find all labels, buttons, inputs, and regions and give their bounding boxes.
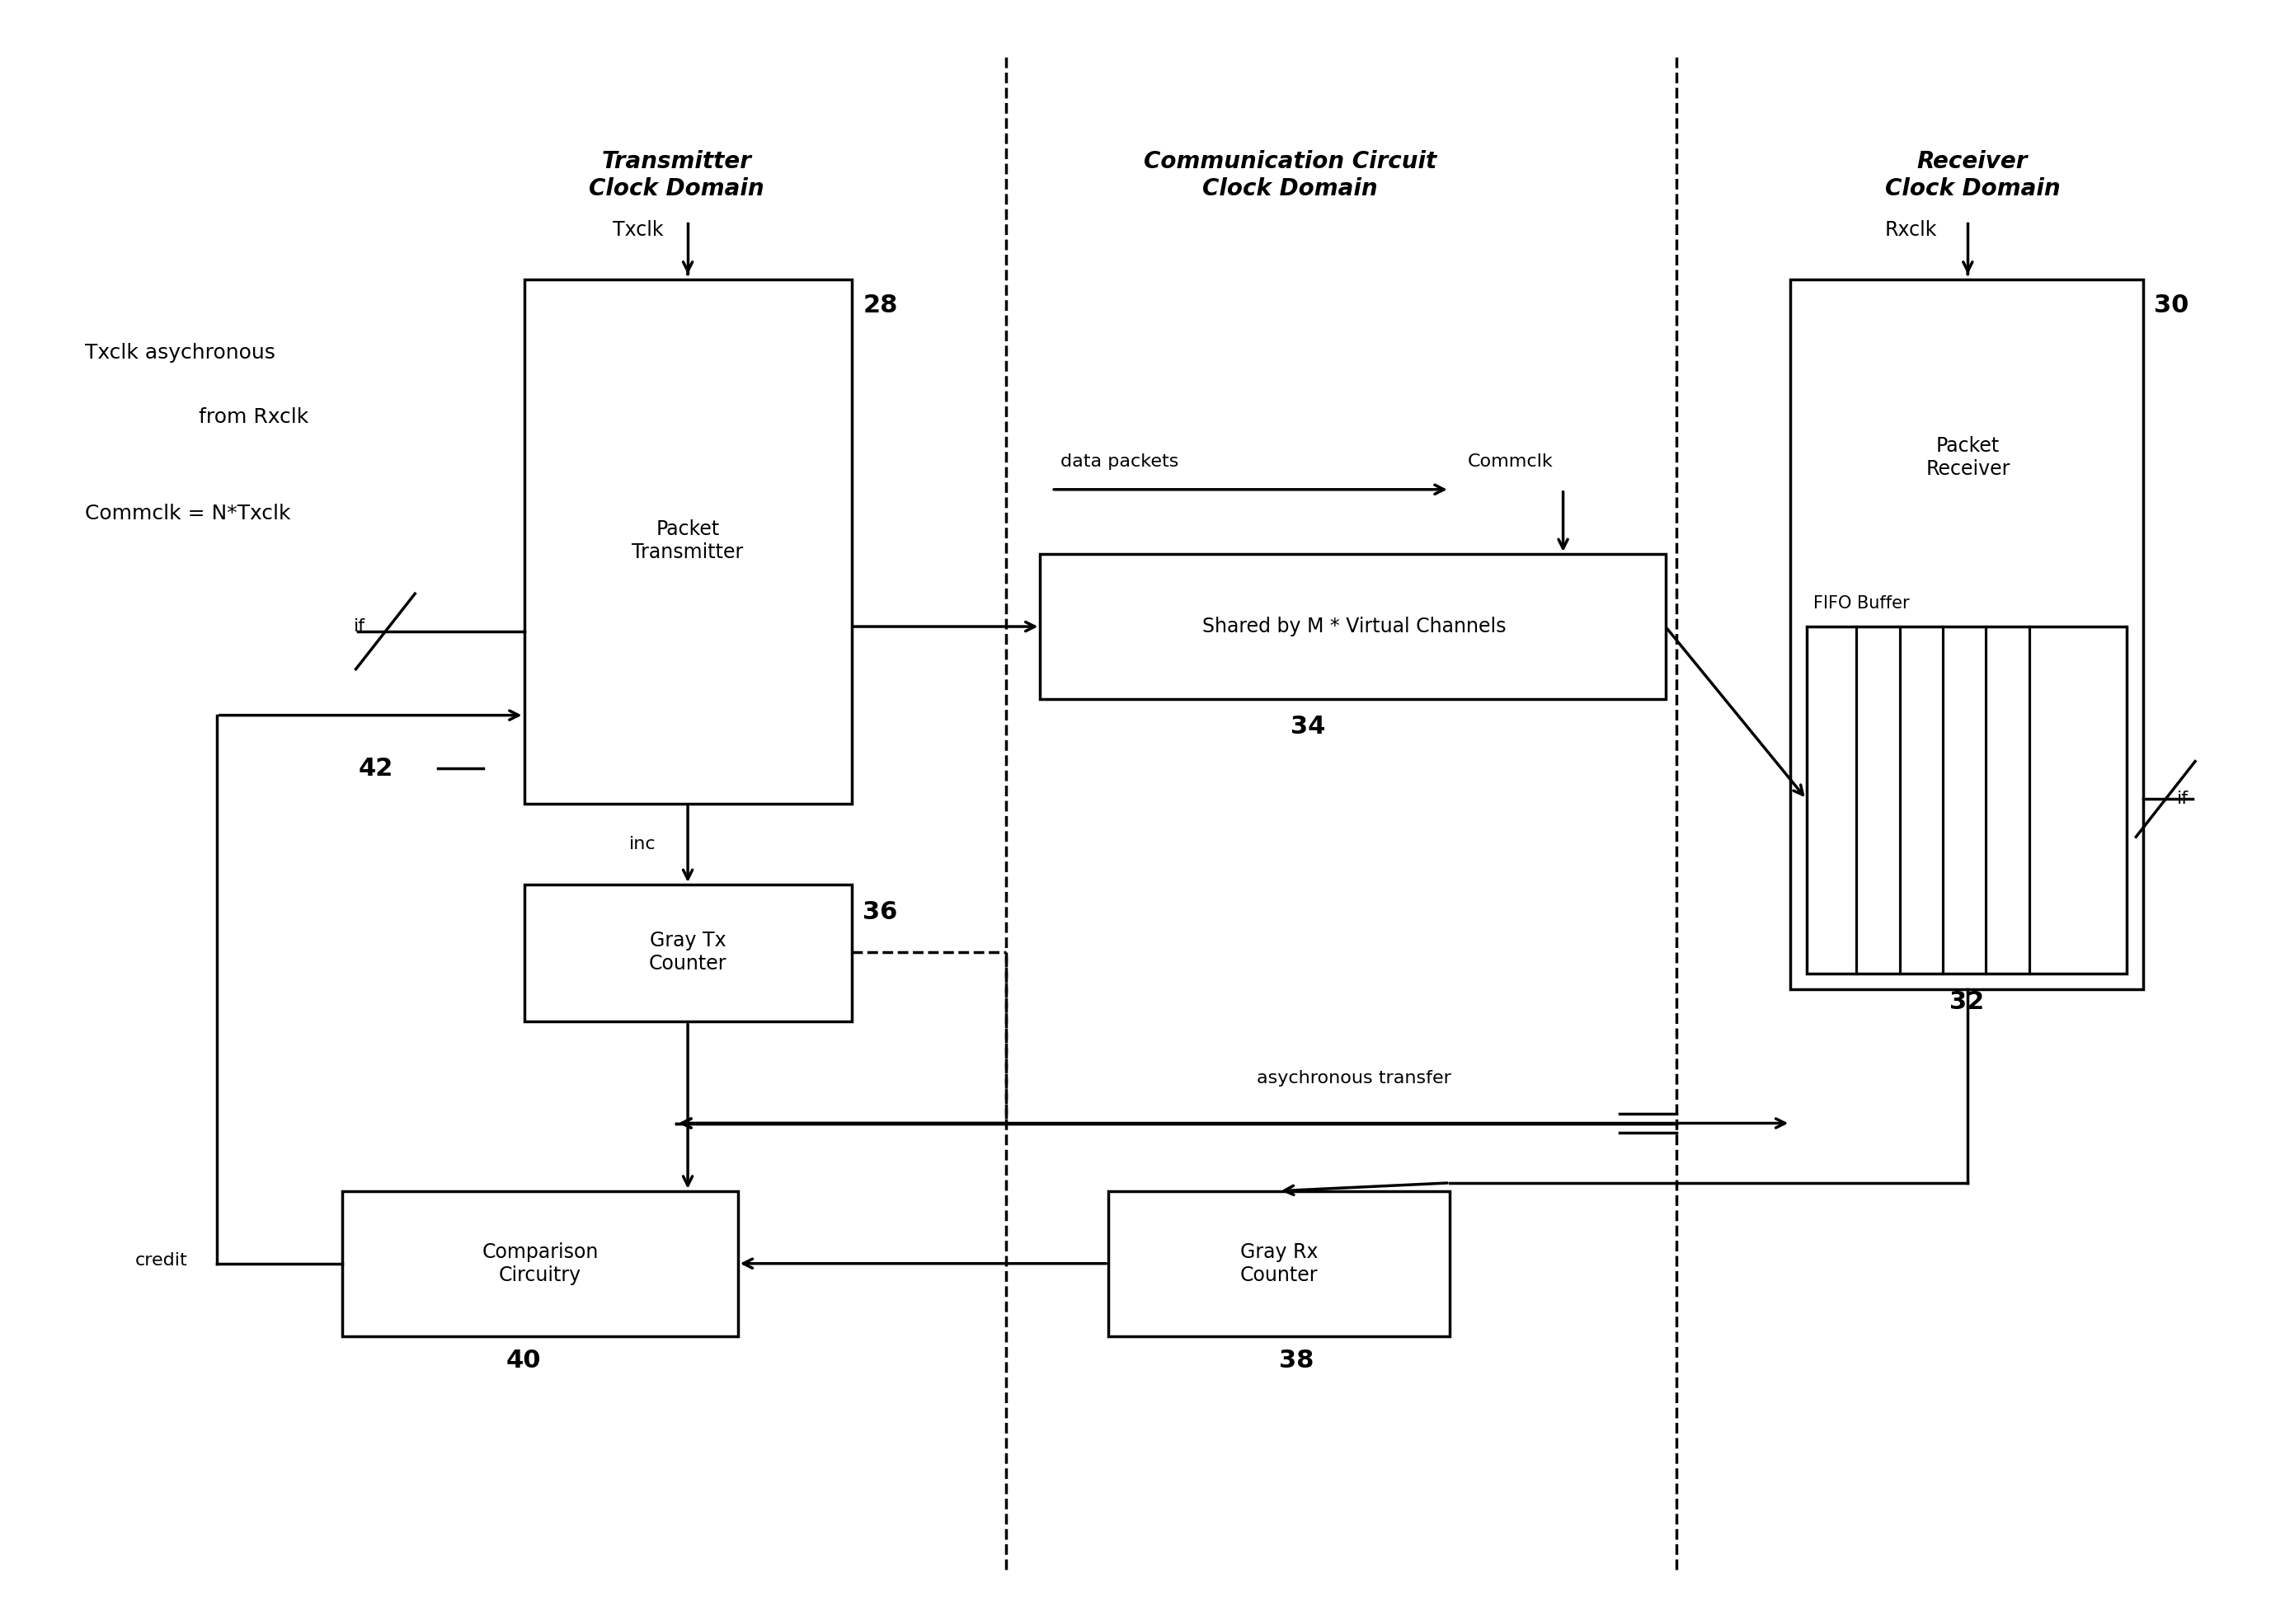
Text: FIFO Buffer: FIFO Buffer	[1814, 596, 1910, 612]
Bar	[1791, 279, 2143, 989]
Text: Commclk: Commclk	[1467, 453, 1554, 469]
Text: data packets: data packets	[1060, 453, 1179, 469]
Text: from Rxclk: from Rxclk	[199, 408, 308, 427]
Bar	[1108, 1190, 1449, 1337]
Text: credit: credit	[135, 1252, 187, 1268]
Bar	[1807, 627, 2127, 973]
Text: if: if	[354, 619, 366, 635]
Text: if: if	[2178, 791, 2189, 807]
Text: Packet
Transmitter: Packet Transmitter	[633, 520, 743, 562]
Text: inc: inc	[628, 836, 656, 853]
Text: 40: 40	[505, 1348, 542, 1372]
Text: Packet
Receiver: Packet Receiver	[1926, 435, 2011, 479]
Text: Commclk = N*Txclk: Commclk = N*Txclk	[85, 503, 290, 523]
Text: Communication Circuit
Clock Domain: Communication Circuit Clock Domain	[1145, 149, 1437, 200]
Text: Txclk asychronous: Txclk asychronous	[85, 343, 276, 362]
Bar	[343, 1190, 738, 1337]
Text: Gray Rx
Counter: Gray Rx Counter	[1241, 1242, 1318, 1285]
Text: 28: 28	[864, 294, 898, 318]
Text: 32: 32	[1949, 991, 1983, 1015]
Text: Receiver
Clock Domain: Receiver Clock Domain	[1885, 149, 2061, 200]
Text: 30: 30	[2155, 294, 2189, 318]
Text: 34: 34	[1291, 715, 1325, 739]
Text: 36: 36	[864, 900, 898, 924]
Text: Txclk: Txclk	[612, 219, 663, 240]
Text: Rxclk: Rxclk	[1885, 219, 1938, 240]
Text: Gray Tx
Counter: Gray Tx Counter	[649, 931, 727, 974]
Text: Transmitter
Clock Domain: Transmitter Clock Domain	[590, 149, 763, 200]
Text: Shared by M * Virtual Channels: Shared by M * Virtual Channels	[1202, 617, 1506, 637]
Text: 38: 38	[1280, 1348, 1314, 1372]
Text: Comparison
Circuitry: Comparison Circuitry	[482, 1242, 599, 1285]
Bar	[523, 885, 852, 1021]
Text: 42: 42	[359, 757, 393, 781]
Bar	[1040, 554, 1666, 698]
Text: asychronous transfer: asychronous transfer	[1257, 1070, 1451, 1086]
Bar	[523, 279, 852, 804]
